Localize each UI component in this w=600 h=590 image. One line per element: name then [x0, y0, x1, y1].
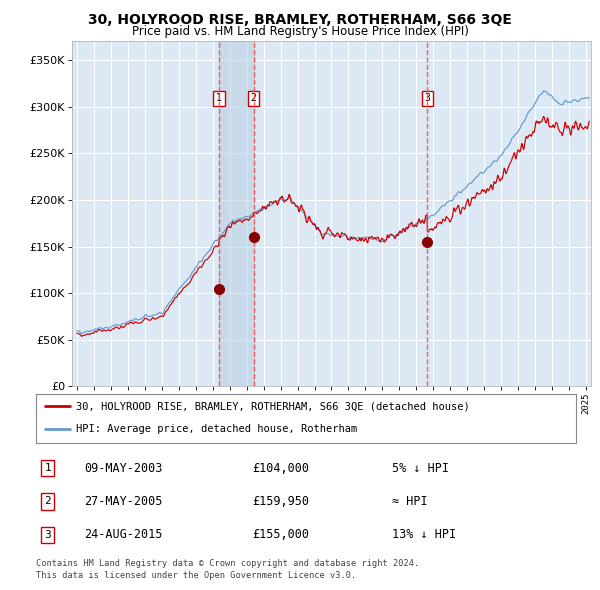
Bar [219, 41, 254, 386]
Text: £155,000: £155,000 [252, 528, 309, 541]
Text: Contains HM Land Registry data © Crown copyright and database right 2024.: Contains HM Land Registry data © Crown c… [36, 559, 419, 568]
Text: 2: 2 [251, 93, 257, 103]
Text: £159,950: £159,950 [252, 495, 309, 508]
Text: 30, HOLYROOD RISE, BRAMLEY, ROTHERHAM, S66 3QE (detached house): 30, HOLYROOD RISE, BRAMLEY, ROTHERHAM, S… [77, 401, 470, 411]
Text: This data is licensed under the Open Government Licence v3.0.: This data is licensed under the Open Gov… [36, 571, 356, 579]
Text: 24-AUG-2015: 24-AUG-2015 [85, 528, 163, 541]
Text: 27-MAY-2005: 27-MAY-2005 [85, 495, 163, 508]
Text: 3: 3 [44, 530, 51, 540]
Text: £104,000: £104,000 [252, 462, 309, 475]
Text: 3: 3 [424, 93, 430, 103]
Text: 1: 1 [44, 463, 51, 473]
Text: 13% ↓ HPI: 13% ↓ HPI [392, 528, 457, 541]
Text: 1: 1 [216, 93, 222, 103]
Text: 09-MAY-2003: 09-MAY-2003 [85, 462, 163, 475]
Text: HPI: Average price, detached house, Rotherham: HPI: Average price, detached house, Roth… [77, 424, 358, 434]
Text: Price paid vs. HM Land Registry's House Price Index (HPI): Price paid vs. HM Land Registry's House … [131, 25, 469, 38]
Text: 30, HOLYROOD RISE, BRAMLEY, ROTHERHAM, S66 3QE: 30, HOLYROOD RISE, BRAMLEY, ROTHERHAM, S… [88, 13, 512, 27]
Text: 5% ↓ HPI: 5% ↓ HPI [392, 462, 449, 475]
Text: ≈ HPI: ≈ HPI [392, 495, 428, 508]
Text: 2: 2 [44, 497, 51, 506]
